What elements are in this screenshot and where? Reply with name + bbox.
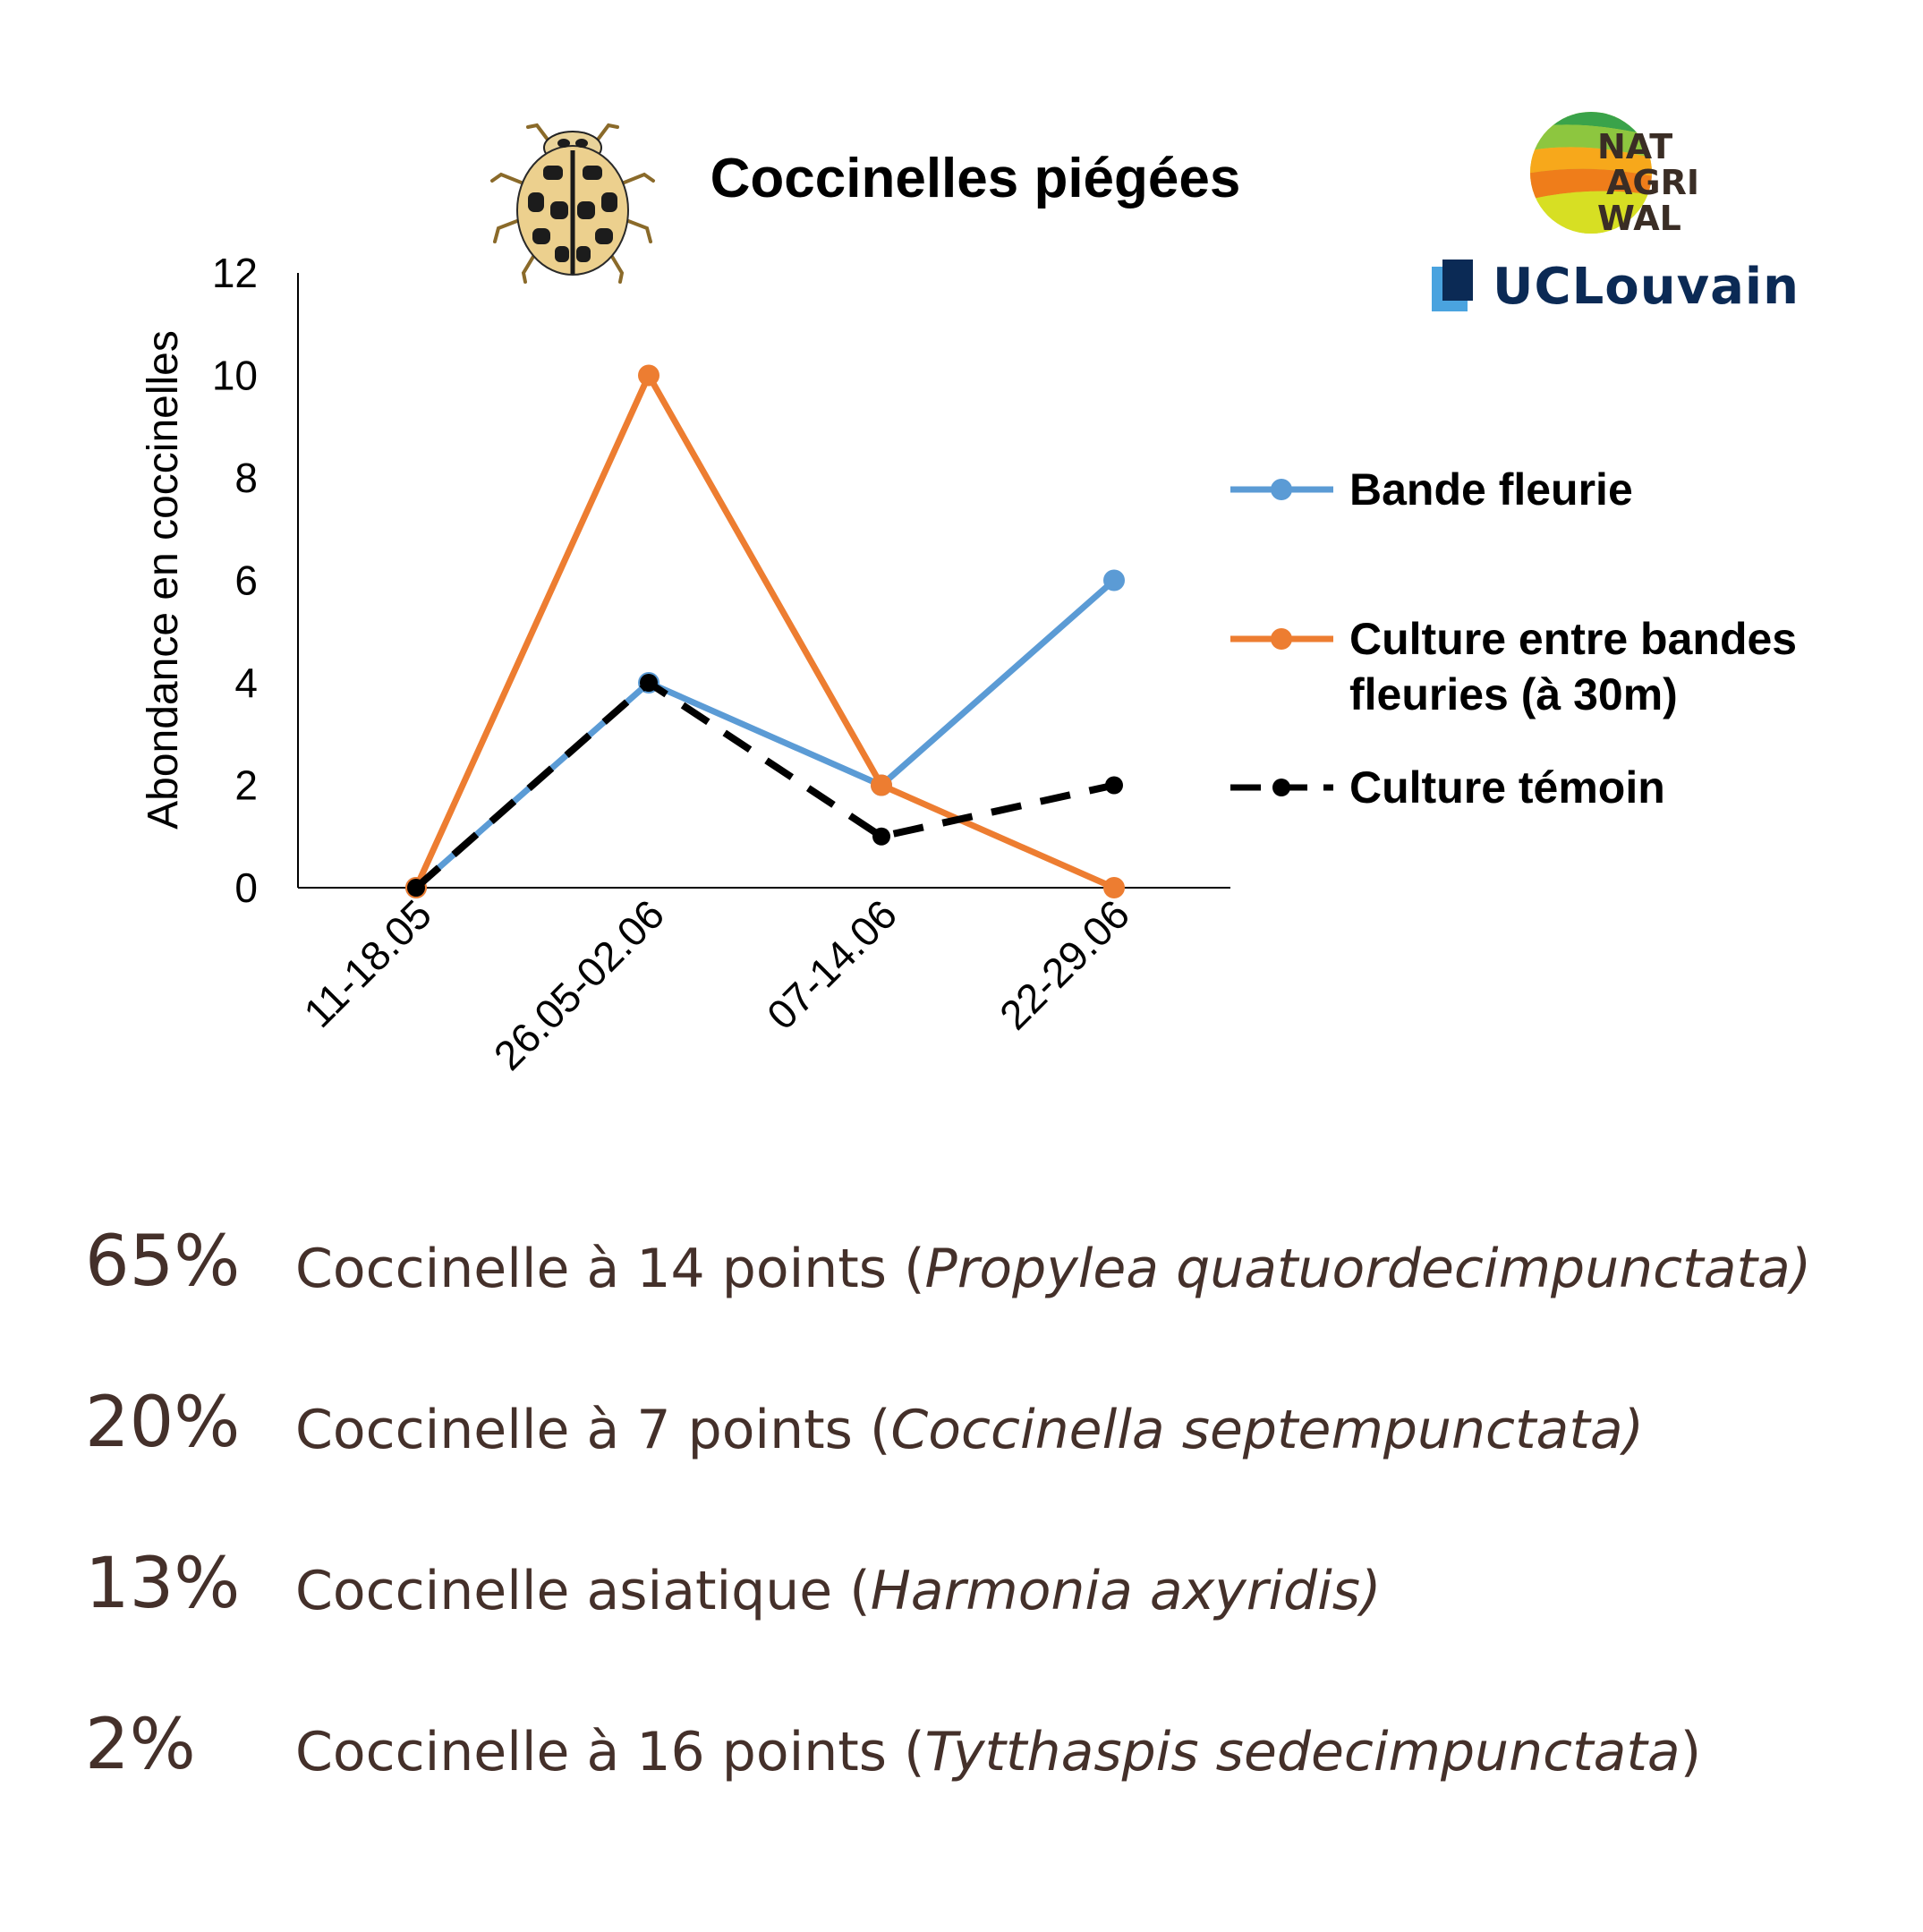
ladybird-icon	[490, 123, 655, 284]
y-tick-label: 2	[234, 762, 258, 809]
species-latin-name: Propylea quatuordecimpunctata)	[924, 1238, 1812, 1300]
data-point	[1105, 776, 1123, 795]
nat-logo-text-3: WAL	[1597, 199, 1681, 238]
species-row: 2% Coccinelle à 16 points (Tytthaspis se…	[0, 1700, 1923, 1808]
data-point	[407, 879, 425, 897]
y-tick-label: 6	[234, 557, 258, 604]
y-tick-label: 10	[212, 353, 258, 399]
species-row: 13% Coccinelle asiatique (Harmonia axyri…	[0, 1539, 1923, 1647]
legend-label: Bande fleurie	[1349, 464, 1633, 515]
legend-label: Culture témoin	[1349, 762, 1665, 813]
series-line	[413, 372, 1116, 891]
data-point	[640, 674, 658, 692]
y-tick-label: 8	[234, 455, 258, 501]
ucl-square-dark	[1442, 260, 1473, 301]
data-point	[638, 364, 659, 387]
nat-logo-text-1: NAT	[1597, 127, 1672, 166]
species-common-name: Coccinelle asiatique (	[295, 1560, 871, 1622]
species-description: Coccinelle à 14 points (Propylea quatuor…	[295, 1224, 1811, 1314]
species-description: Coccinelle à 16 points (Tytthaspis sedec…	[295, 1707, 1701, 1797]
species-latin-name: Harmonia axyridis)	[870, 1560, 1382, 1622]
species-tail: )	[1680, 1721, 1702, 1783]
x-tick-label: 22-29.06	[991, 890, 1138, 1038]
data-point	[1103, 569, 1125, 592]
species-percent: 2%	[85, 1705, 196, 1785]
series-line	[413, 679, 1115, 891]
legend-marker	[1272, 779, 1290, 796]
species-common-name: Coccinelle à 16 points (	[295, 1721, 925, 1783]
legend-marker	[1271, 479, 1292, 500]
species-row: 65% Coccinelle à 14 points (Propylea qua…	[0, 1217, 1923, 1324]
x-tick-label: 07-14.06	[758, 890, 906, 1038]
y-tick-label: 4	[234, 660, 258, 706]
data-point	[872, 827, 890, 846]
species-percent: 13%	[85, 1544, 241, 1624]
species-row: 20% Coccinelle à 7 points (Coccinella se…	[0, 1378, 1923, 1485]
natagriwal-logo: NAT AGRI WAL	[1530, 112, 1699, 238]
species-common-name: Coccinelle à 7 points (	[295, 1399, 891, 1461]
nat-logo-text-2: AGRI	[1606, 163, 1699, 202]
species-description: Coccinelle à 7 points (Coccinella septem…	[295, 1385, 1644, 1475]
uclouvain-logo-text: UCLouvain	[1493, 258, 1800, 316]
species-latin-name: Coccinella septempunctata)	[890, 1399, 1645, 1461]
species-common-name: Coccinelle à 14 points (	[295, 1238, 925, 1300]
y-tick-label: 12	[212, 250, 258, 296]
legend-label: Culture entre bandes fleuries (à 30m)	[1349, 614, 1797, 719]
y-tick-label: 0	[234, 864, 258, 911]
data-point	[871, 774, 892, 796]
species-percent: 20%	[85, 1383, 241, 1463]
species-description: Coccinelle asiatique (Harmonia axyridis)	[295, 1546, 1381, 1636]
y-axis-label: Abondance en coccinelles	[140, 330, 187, 830]
x-tick-label: 26.05-02.06	[485, 890, 673, 1078]
chart-title: Coccinelles piégées	[710, 148, 1241, 209]
x-tick-label: 11-18.05	[294, 890, 440, 1036]
species-percent: 65%	[85, 1221, 241, 1302]
uclouvain-logo: UCLouvain	[1432, 258, 1799, 322]
data-point	[1103, 877, 1125, 898]
line-chart: Coccinelles piégées Abondance en coccine…	[140, 148, 1797, 1079]
legend-marker	[1271, 628, 1292, 650]
species-latin-name: Tytthaspis sedecimpunctata	[924, 1721, 1680, 1783]
